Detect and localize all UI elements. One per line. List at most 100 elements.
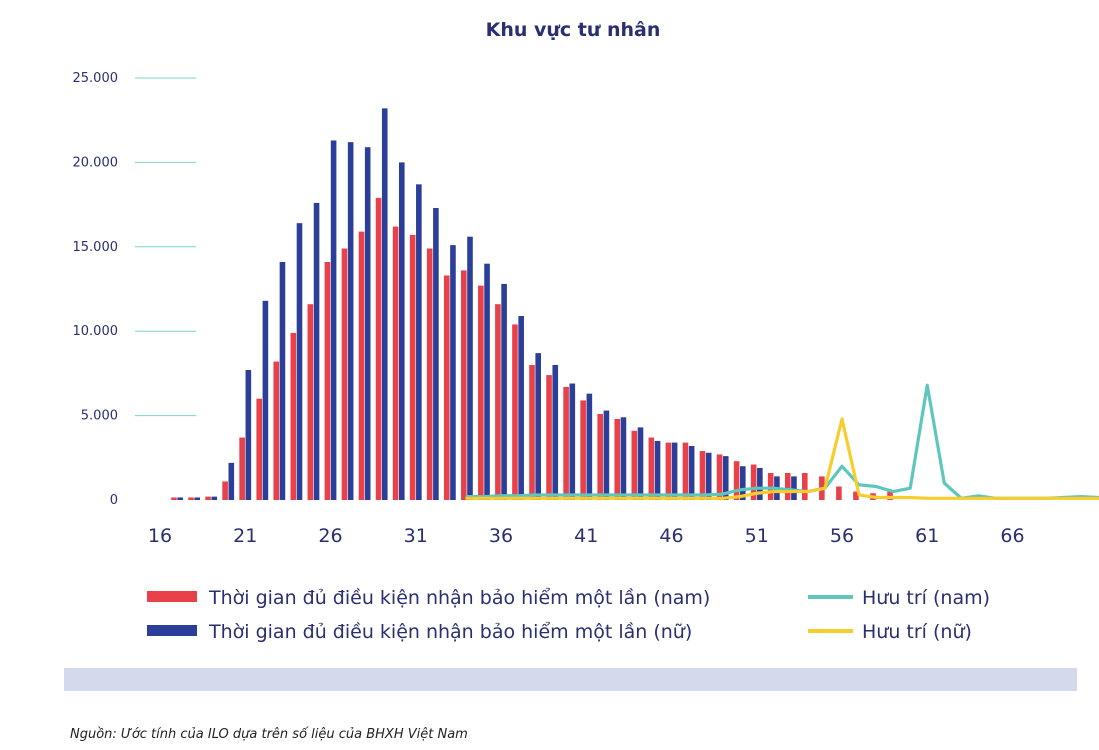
bar — [307, 304, 314, 500]
x-tick-label: 31 — [404, 525, 428, 547]
bar — [188, 497, 194, 500]
bar — [699, 451, 706, 500]
bar — [597, 413, 603, 500]
bar — [381, 108, 388, 500]
y-tick-label: 25.000 — [73, 71, 119, 86]
source-note: Nguồn: Ước tính của ILO dựa trên số liệu… — [70, 727, 468, 742]
bar — [791, 476, 797, 500]
bar — [603, 410, 610, 500]
bar — [580, 400, 586, 500]
bar — [222, 481, 228, 500]
bar — [836, 486, 842, 500]
x-tick-label: 16 — [148, 525, 172, 547]
bar — [262, 300, 269, 500]
legend-label-bar-male: Thời gian đủ điều kiện nhận bảo hiểm một… — [208, 587, 710, 609]
x-tick-label: 51 — [745, 525, 769, 547]
bar — [273, 361, 280, 500]
bar — [358, 231, 365, 501]
bar — [426, 248, 433, 500]
bar — [614, 418, 621, 500]
bar — [518, 316, 524, 500]
bar — [563, 386, 569, 500]
legend-label-line-female: Hưu trí (nữ) — [862, 621, 972, 643]
x-tick-label: 46 — [659, 525, 683, 547]
bar — [740, 466, 746, 500]
bar — [409, 234, 416, 501]
bar — [767, 472, 774, 500]
bar — [364, 147, 371, 500]
bar — [535, 353, 541, 500]
bar — [757, 467, 763, 500]
bar — [529, 364, 535, 500]
bar — [228, 462, 235, 500]
bar — [654, 440, 661, 500]
bar — [171, 497, 177, 500]
bar — [665, 442, 672, 500]
y-tick-label: 20.000 — [73, 155, 119, 170]
y-tick-label: 5.000 — [81, 409, 118, 424]
bar — [313, 202, 320, 500]
bar — [887, 491, 893, 500]
bar — [341, 248, 348, 500]
line-series-male — [465, 383, 1099, 500]
bar — [682, 442, 689, 500]
legend-swatch-bar-male — [147, 591, 197, 602]
bar — [671, 442, 678, 500]
chart-title: Khu vực tư nhân — [486, 19, 661, 41]
bar — [443, 275, 450, 500]
bar — [330, 140, 337, 500]
legend-label-bar-female: Thời gian đủ điều kiện nhận bảo hiểm một… — [208, 621, 692, 643]
x-tick-label: 21 — [233, 525, 257, 547]
bar — [467, 236, 473, 501]
y-gridlines — [135, 77, 196, 417]
x-tick-label: 61 — [915, 525, 939, 547]
bar — [347, 142, 354, 500]
bar — [722, 456, 729, 500]
x-tick-label: 26 — [318, 525, 342, 547]
bar — [512, 324, 518, 500]
x-tick-label: 36 — [489, 525, 513, 547]
x-axis-tick-labels: 16 21 26 31 36 41 46 51 56 61 66 — [148, 525, 1025, 547]
y-tick-label: 0 — [110, 493, 118, 508]
bar — [637, 427, 644, 500]
bar — [296, 223, 303, 501]
bar — [484, 263, 490, 500]
bar-series-female — [177, 108, 797, 501]
bar — [239, 437, 245, 500]
bar — [569, 383, 576, 500]
bar — [399, 162, 405, 500]
bar — [546, 375, 552, 500]
bar — [416, 184, 422, 500]
bar — [194, 497, 200, 500]
bar — [716, 454, 723, 500]
bar — [324, 261, 331, 500]
bar — [750, 464, 757, 500]
bar — [705, 452, 712, 500]
footer-band — [64, 668, 1077, 691]
bar — [648, 437, 655, 500]
y-tick-label: 15.000 — [73, 240, 119, 255]
bar — [177, 497, 183, 500]
bar — [631, 430, 638, 500]
y-axis-tick-labels: 0 5.000 10.000 15.000 20.000 25.000 — [73, 71, 119, 508]
bar — [802, 472, 808, 500]
bar — [392, 226, 399, 501]
bar — [256, 398, 262, 500]
bar — [620, 417, 627, 500]
bar — [552, 364, 559, 500]
bar — [211, 496, 218, 500]
bar — [279, 261, 286, 500]
bar — [688, 445, 695, 500]
legend-label-line-male: Hưu trí (nam) — [862, 587, 990, 609]
bar — [205, 496, 211, 500]
x-tick-label: 41 — [574, 525, 598, 547]
bar — [375, 197, 382, 500]
bar — [478, 285, 484, 500]
bar-series-male — [171, 197, 893, 501]
bar — [450, 245, 456, 500]
bar — [495, 304, 501, 500]
bar — [784, 472, 791, 500]
x-tick-label: 56 — [830, 525, 854, 547]
bar — [853, 491, 859, 500]
